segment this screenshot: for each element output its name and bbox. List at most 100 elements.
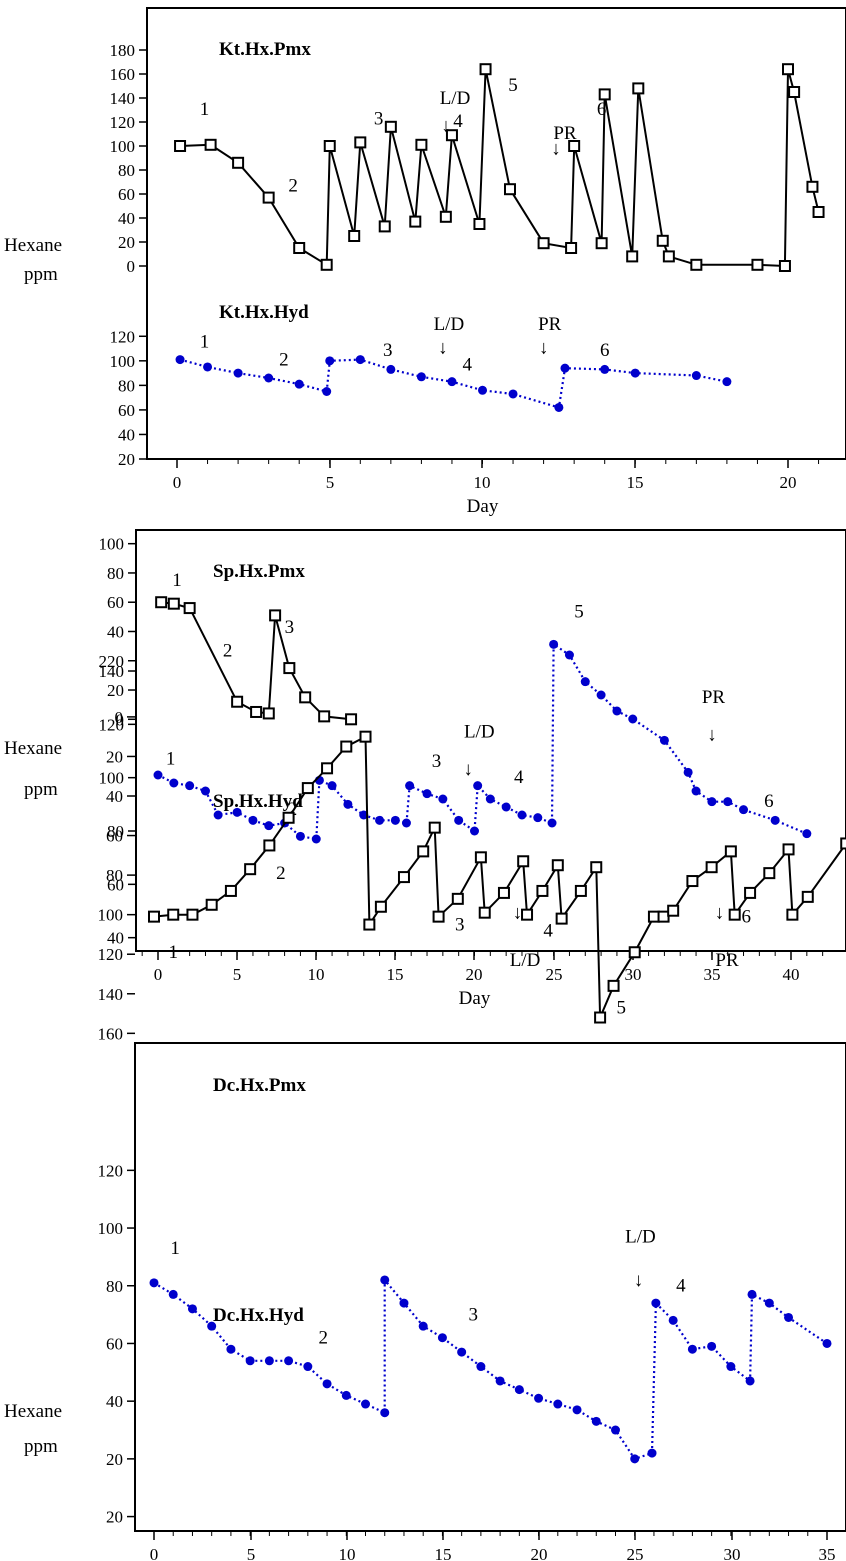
annotation: L/D <box>434 314 465 335</box>
data-point <box>183 602 196 615</box>
data-point <box>788 86 801 98</box>
series-Kt.Hx.Hyd: 20 40 60 80 100 120 Kt.Hx.Hyd 1 2 3 L/D 4 PR 6 ↓ ↓ <box>110 302 732 469</box>
data-point <box>185 781 195 791</box>
data-point <box>534 1393 544 1403</box>
annotation: PR <box>702 687 726 708</box>
x-tick-label: 15 <box>435 1545 452 1561</box>
annotation: L/D <box>440 88 471 109</box>
series-Kt.Hx.Pmx: 0 20 40 60 80 100 120 140 160 180 Kt.Hx.Pmx 1 2 3 L/D4… <box>110 39 825 276</box>
down-arrow: ↓ <box>715 903 725 924</box>
data-point <box>295 831 305 841</box>
y-axis-title-line2: ppm <box>24 779 58 800</box>
data-point <box>659 735 669 745</box>
y-axis-title-line1: Hexane <box>4 738 62 759</box>
data-point <box>399 1298 409 1308</box>
y-tick-label: 20 <box>106 1450 123 1469</box>
y-axis-title-line1: Hexane <box>4 1401 62 1422</box>
data-point <box>203 362 213 372</box>
x-tick-label: 0 <box>150 1545 159 1561</box>
data-point <box>175 355 185 365</box>
data-point <box>345 713 358 726</box>
data-point <box>707 1341 717 1351</box>
data-point <box>226 1344 236 1354</box>
data-point <box>537 237 550 250</box>
annotation: 6 <box>764 791 774 812</box>
x-tick-label: 10 <box>474 473 491 492</box>
data-point <box>662 250 675 263</box>
data-point <box>801 890 814 903</box>
data-point <box>723 797 733 807</box>
y-tick-label: 0 <box>116 710 125 729</box>
y-tick-label: 80 <box>106 1277 123 1296</box>
data-point <box>657 910 670 923</box>
data-point <box>359 810 369 820</box>
series-title: Sp.Hx.Hyd <box>213 791 303 812</box>
y-tick-label: 120 <box>110 113 136 132</box>
annotation: 3 <box>383 340 393 361</box>
data-point <box>327 781 337 791</box>
data-point <box>478 906 491 919</box>
data-point <box>764 1298 774 1308</box>
x-tick-label: 0 <box>154 965 163 984</box>
y-tick-label: 100 <box>98 1219 124 1238</box>
data-point <box>630 368 640 378</box>
data-point <box>250 705 263 718</box>
x-tick-label: 40 <box>783 965 800 984</box>
data-point <box>707 797 717 807</box>
annotation: 3 <box>432 751 442 772</box>
data-point <box>600 364 610 374</box>
data-point <box>428 821 441 834</box>
x-tick-label: 35 <box>704 965 721 984</box>
series-line <box>161 601 352 721</box>
data-point <box>264 821 274 831</box>
y-tick-label: 60 <box>118 185 135 204</box>
y-tick-label: 80 <box>118 161 135 180</box>
data-point <box>812 206 825 218</box>
data-point <box>517 810 527 820</box>
data-point <box>598 88 611 101</box>
series-title: Dc.Hx.Hyd <box>213 1305 304 1326</box>
data-point <box>485 794 495 804</box>
y-tick-label: 20 <box>106 1508 123 1527</box>
annotation: 2 <box>318 1327 328 1348</box>
data-point <box>551 859 564 872</box>
data-point <box>686 875 699 888</box>
data-point <box>479 63 492 76</box>
annotation: 1 <box>166 748 176 769</box>
data-point <box>269 609 282 622</box>
data-point <box>321 762 334 775</box>
data-point <box>451 892 464 905</box>
x-tick-label: 5 <box>233 965 242 984</box>
data-point <box>320 258 333 271</box>
data-point <box>149 1278 159 1288</box>
y-axis-title-line1: Hexane <box>4 235 62 256</box>
annotation: 1 <box>170 1238 180 1259</box>
annotation: L/D <box>464 722 495 743</box>
y-tick-label: 20 <box>107 681 124 700</box>
data-point <box>822 1338 832 1348</box>
data-point <box>497 886 510 899</box>
data-point <box>554 402 564 412</box>
data-point <box>560 363 570 373</box>
data-point <box>651 1298 661 1308</box>
data-point <box>359 730 372 743</box>
data-point <box>174 140 187 152</box>
x-tick-label: 30 <box>724 1545 741 1561</box>
x-tick-label: 25 <box>627 1545 644 1561</box>
data-point <box>595 237 608 250</box>
annotation: L/D <box>510 950 541 971</box>
data-point <box>153 770 163 780</box>
annotation: 6 <box>600 340 610 361</box>
annotation: 4 <box>462 355 472 376</box>
data-point <box>224 884 237 897</box>
data-point <box>770 815 780 825</box>
data-point <box>470 826 479 836</box>
x-tick-label: 5 <box>326 473 335 492</box>
chart-panel-2: 0 5 10 15 20 25 30 35 40DayHexaneppm020220406080… <box>4 529 846 1009</box>
y-tick-label: 160 <box>110 65 136 84</box>
data-point <box>245 1356 255 1366</box>
data-point <box>380 1408 390 1418</box>
x-tick-label: 0 <box>173 473 182 492</box>
series-Dc.Hx.Pmx: 020406080100120140160Dc.Hx.Pmx123L/D45PR… <box>98 708 846 1096</box>
